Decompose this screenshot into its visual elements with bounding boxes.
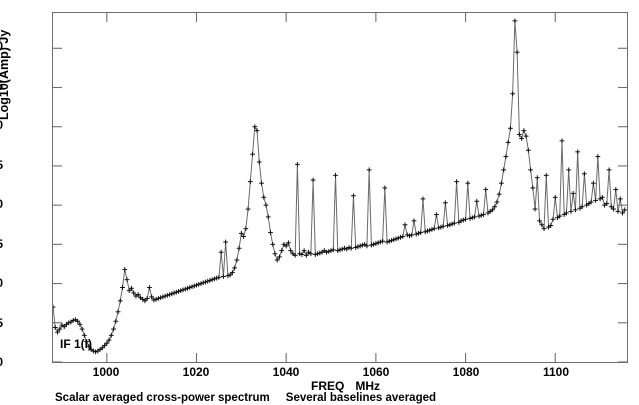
y-tick-label: -3.0: [0, 277, 3, 289]
figure-caption: Scalar averaged cross-power spectrum Seve…: [55, 392, 436, 404]
x-axis-title-text: FREQ: [311, 379, 345, 393]
x-axis-unit: MHz: [355, 379, 381, 393]
y-tick-label: -1.0: [0, 119, 3, 131]
if-annotation: IF 1(I): [60, 337, 92, 351]
y-tick-label: -2.5: [0, 238, 3, 250]
caption-right: Several baselines averaged: [285, 392, 437, 404]
y-tick-label: 0.0: [0, 40, 3, 52]
spectrum-plot-canvas: [53, 13, 627, 362]
x-tick-label: 1040: [272, 365, 300, 379]
plot-area: [52, 12, 628, 363]
x-tick-label: 1060: [362, 365, 390, 379]
x-axis-title: FREQ MHz: [311, 379, 380, 393]
y-tick-label: -4.0: [0, 356, 3, 368]
x-tick-label: 1100: [542, 365, 570, 379]
y-tick-label: -1.5: [0, 159, 3, 171]
y-tick-label: -2.0: [0, 198, 3, 210]
y-axis-title: Log10(Amp) Jy: [0, 29, 11, 120]
x-tick-label: 1000: [92, 365, 120, 379]
y-tick-label: -3.5: [0, 317, 3, 329]
x-tick-label: 1080: [452, 365, 480, 379]
caption-left: Scalar averaged cross-power spectrum: [55, 392, 270, 404]
y-tick-label: -0.5: [0, 80, 3, 92]
x-tick-label: 1020: [182, 365, 210, 379]
